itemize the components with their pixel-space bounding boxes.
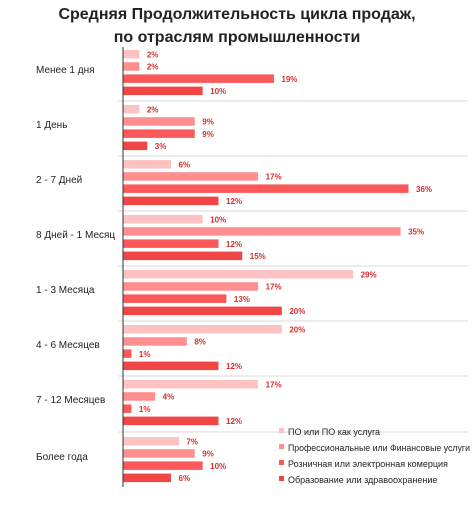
bar [123, 282, 259, 291]
category-label: 7 - 12 Месяцев [36, 395, 105, 406]
legend-swatch [279, 428, 284, 433]
data-label: 4% [163, 393, 175, 402]
bar [123, 361, 219, 371]
bar [123, 294, 227, 303]
bar [123, 86, 203, 96]
data-label: 19% [281, 75, 297, 84]
data-label: 10% [210, 462, 226, 471]
group-separators [118, 100, 468, 433]
category-labels: Менее 1 дня 1 День 2 - 7 Дней 8 Дней - 1 Ме… [36, 65, 115, 463]
legend-swatch [279, 476, 284, 481]
data-label: 2% [147, 51, 159, 60]
bar [123, 160, 171, 169]
bar [123, 325, 282, 334]
bar [123, 50, 140, 59]
category-label: Более года [36, 452, 88, 463]
data-label: 6% [179, 161, 191, 170]
data-label: 36% [416, 185, 432, 194]
bar [123, 129, 195, 138]
data-label: 17% [266, 381, 282, 390]
bar [123, 337, 187, 346]
data-label: 20% [289, 326, 305, 335]
bar [123, 449, 195, 458]
category-label: 2 - 7 Дней [36, 175, 82, 186]
bar [123, 141, 148, 151]
data-labels: 2% 2% 19% 10% 2% 9% 9% 3% 6% 17% 36% 12% 10% 35% 12% 15… [139, 51, 432, 484]
data-label: 1% [139, 405, 151, 414]
data-label: 12% [226, 240, 242, 249]
data-label: 8% [194, 338, 206, 347]
legend-label: ПО или ПО как услуга [288, 427, 380, 437]
bar [123, 392, 156, 401]
category-label: 8 Дней - 1 Месяц [36, 230, 115, 241]
category-label: 1 - 3 Месяца [36, 285, 95, 296]
legend: ПО или ПО как услуга Профессиональные или… [279, 427, 470, 485]
data-label: 17% [266, 283, 282, 292]
bar [123, 105, 140, 114]
data-label: 35% [408, 228, 424, 237]
chart-title-line-1: Средняя Продолжительность цикла продаж, [58, 6, 415, 23]
bar [123, 416, 219, 426]
data-label: 13% [234, 295, 250, 304]
data-label: 12% [226, 417, 242, 426]
data-label: 2% [147, 63, 159, 72]
bars-group [123, 50, 409, 483]
bar [123, 215, 203, 224]
category-label: Менее 1 дня [36, 65, 95, 76]
category-label: 4 - 6 Месяцев [36, 340, 100, 351]
bar [123, 184, 409, 193]
data-label: 15% [250, 252, 266, 261]
data-label: 10% [210, 87, 226, 96]
bar [123, 270, 354, 279]
data-label: 1% [139, 350, 151, 359]
data-label: 9% [202, 118, 214, 127]
bar [123, 306, 282, 316]
bar [123, 74, 274, 83]
bar [123, 461, 203, 470]
bar [123, 227, 401, 236]
bar [123, 404, 132, 413]
data-label: 12% [226, 362, 242, 371]
legend-label: Розничная или электронная комерция [288, 459, 448, 469]
bar [123, 380, 259, 389]
data-label: 20% [289, 307, 305, 316]
legend-swatch [279, 460, 284, 465]
data-label: 29% [361, 271, 377, 280]
bar [123, 251, 243, 261]
bar [123, 437, 179, 446]
bar [123, 239, 219, 248]
data-label: 9% [202, 450, 214, 459]
data-label: 17% [266, 173, 282, 182]
bar [123, 349, 132, 358]
legend-label: Образование или здравоохранение [288, 475, 437, 485]
bar [123, 473, 171, 483]
legend-swatch [279, 444, 284, 449]
bar [123, 117, 195, 126]
bar [123, 172, 259, 181]
data-label: 12% [226, 197, 242, 206]
bar [123, 62, 140, 71]
category-label: 1 День [36, 120, 67, 131]
bar [123, 196, 219, 206]
data-label: 3% [155, 142, 167, 151]
data-label: 7% [186, 438, 198, 447]
data-label: 10% [210, 216, 226, 225]
legend-label: Профессиональные или Финансовые услуги [288, 443, 470, 453]
chart-title-line-2: по отраслям промышленности [114, 29, 361, 46]
data-label: 2% [147, 106, 159, 115]
data-label: 6% [179, 474, 191, 483]
data-label: 9% [202, 130, 214, 139]
